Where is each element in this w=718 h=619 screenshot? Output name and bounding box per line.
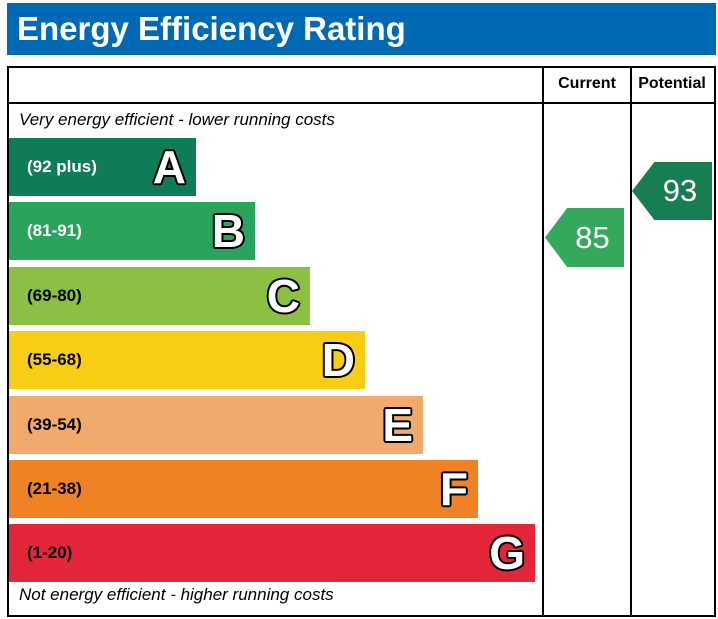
band-letter: C bbox=[266, 270, 300, 322]
band-row-E: (39-54) E bbox=[9, 396, 423, 454]
band-letter: D bbox=[321, 334, 355, 386]
band-row-B: (81-91) B bbox=[9, 202, 255, 260]
current-rating-arrow: 85 bbox=[545, 208, 624, 267]
band-letter: G bbox=[489, 527, 525, 579]
potential-rating-value: 93 bbox=[662, 173, 698, 208]
potential-column-header: Potential bbox=[638, 75, 706, 92]
band-letter: E bbox=[382, 399, 413, 451]
band-range-label: (92 plus) bbox=[27, 157, 97, 176]
rating-table: Current Potential Very energy efficient … bbox=[7, 66, 716, 617]
potential-column-border bbox=[630, 68, 632, 615]
band-row-C: (69-80) C bbox=[9, 267, 310, 325]
header-divider bbox=[9, 102, 714, 104]
band-letter: A bbox=[152, 141, 186, 193]
current-column-header: Current bbox=[558, 75, 616, 92]
top-note: Very energy efficient - lower running co… bbox=[19, 110, 335, 129]
band-row-G: (1-20) G bbox=[9, 524, 535, 582]
band-row-D: (55-68) D bbox=[9, 331, 365, 389]
potential-rating-arrow: 93 bbox=[632, 162, 712, 220]
title-bar: Energy Efficiency Rating bbox=[7, 3, 716, 55]
page-title: Energy Efficiency Rating bbox=[17, 10, 406, 47]
band-range-label: (39-54) bbox=[27, 415, 82, 434]
band-row-A: (92 plus) A bbox=[9, 138, 196, 196]
band-letter: B bbox=[211, 205, 245, 257]
band-range-label: (81-91) bbox=[27, 221, 82, 240]
band-range-label: (21-38) bbox=[27, 479, 82, 498]
band-range-label: (1-20) bbox=[27, 543, 73, 562]
band-range-label: (69-80) bbox=[27, 286, 82, 305]
current-rating-value: 85 bbox=[575, 219, 610, 255]
band-range-label: (55-68) bbox=[27, 350, 82, 369]
band-letter: F bbox=[439, 463, 468, 515]
band-row-F: (21-38) F bbox=[9, 460, 478, 518]
bottom-note: Not energy efficient - higher running co… bbox=[19, 585, 334, 604]
current-column-border bbox=[542, 68, 544, 615]
